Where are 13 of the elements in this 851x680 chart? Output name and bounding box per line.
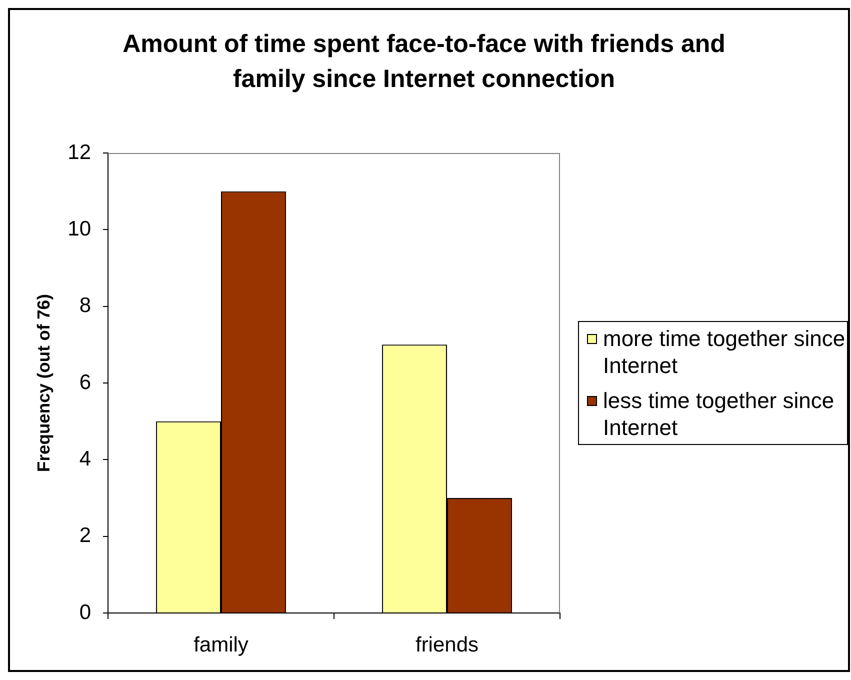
- y-axis-title: Frequency (out of 76): [33, 294, 54, 472]
- y-tick-label: 6: [79, 370, 91, 394]
- y-tick-label: 10: [68, 217, 91, 240]
- y-tick-label: 12: [68, 140, 91, 164]
- legend-label: less time together since Internet: [603, 387, 836, 441]
- x-tick-label: friends: [415, 633, 479, 656]
- y-tick-label: 0: [79, 600, 91, 624]
- x-tick-label: family: [194, 633, 249, 656]
- y-tick-label: 4: [79, 447, 92, 470]
- y-tick-label: 8: [79, 294, 91, 318]
- y-tick-label: 2: [79, 524, 91, 548]
- legend-label: more time together since Internet: [603, 325, 846, 379]
- chart-title: Amount of time spent face-to-face with friends and family since Internet connection: [122, 29, 726, 95]
